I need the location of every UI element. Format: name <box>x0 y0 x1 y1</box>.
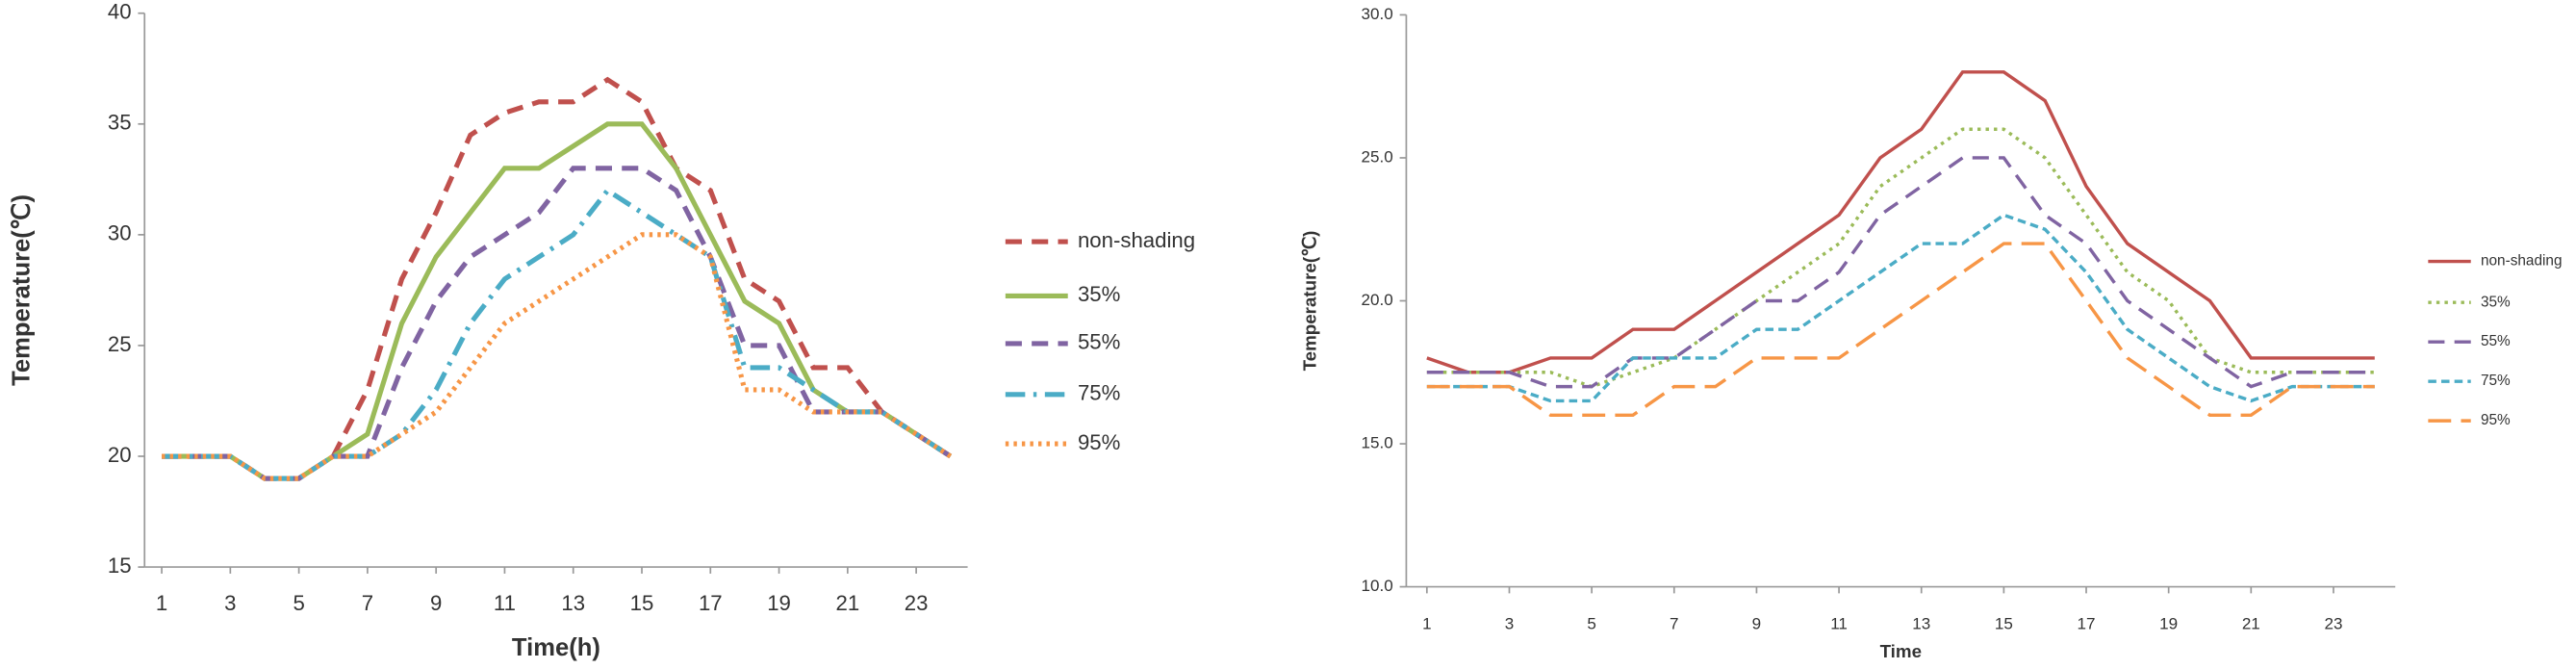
y-axis-title: Temperature(℃) <box>1299 231 1319 372</box>
x-tick-label: 13 <box>561 591 585 615</box>
x-tick-label: 17 <box>2078 614 2096 632</box>
series-line <box>162 187 953 481</box>
x-tick-label: 7 <box>1670 614 1679 632</box>
y-tick-label: 15 <box>108 553 132 578</box>
x-tick-label: 11 <box>1830 614 1848 632</box>
y-tick-label: 35 <box>108 111 132 135</box>
x-axis-title: Time(h) <box>512 634 600 661</box>
x-tick-label: 5 <box>1587 614 1596 632</box>
legend-label: 95% <box>1078 430 1120 454</box>
legend-label: 75% <box>1078 381 1120 405</box>
x-tick-label: 19 <box>767 591 791 615</box>
series-line <box>162 232 953 481</box>
x-tick-label: 23 <box>905 591 929 615</box>
x-tick-label: 13 <box>1912 614 1930 632</box>
series-line <box>162 121 953 481</box>
x-tick-label: 3 <box>224 591 236 615</box>
x-tick-label: 19 <box>2159 614 2178 632</box>
x-tick-label: 1 <box>1422 614 1432 632</box>
y-tick-label: 25.0 <box>1362 147 1393 166</box>
y-tick-label: 30.0 <box>1362 5 1393 23</box>
legend-label: non-shading <box>1078 228 1195 252</box>
series-line <box>162 76 953 481</box>
x-tick-label: 7 <box>362 591 373 615</box>
y-axis-title: Temperature(℃) <box>9 194 36 386</box>
x-tick-label: 17 <box>699 591 723 615</box>
series-line <box>162 166 953 481</box>
y-tick-label: 15.0 <box>1362 434 1393 452</box>
y-tick-label: 20 <box>108 443 132 467</box>
x-tick-label: 21 <box>2242 614 2260 632</box>
x-axis-title: Time <box>1880 641 1922 661</box>
legend-label: 55% <box>2481 333 2511 349</box>
series-line <box>1426 127 2375 389</box>
x-tick-label: 9 <box>1752 614 1762 632</box>
x-tick-label: 15 <box>630 591 654 615</box>
legend-label: 35% <box>2481 294 2511 310</box>
legend-label: 35% <box>1078 282 1120 306</box>
x-tick-label: 23 <box>2324 614 2342 632</box>
x-tick-label: 1 <box>156 591 167 615</box>
y-tick-label: 40 <box>108 0 132 24</box>
x-tick-label: 15 <box>1995 614 2013 632</box>
y-tick-label: 20.0 <box>1362 291 1393 309</box>
y-tick-label: 30 <box>108 221 132 245</box>
x-tick-label: 21 <box>836 591 860 615</box>
legend-label: non-shading <box>2481 253 2563 270</box>
x-tick-label: 11 <box>494 591 516 615</box>
x-tick-label: 5 <box>293 591 304 615</box>
y-tick-label: 10.0 <box>1362 577 1393 595</box>
legend-label: 95% <box>2481 412 2511 428</box>
series-line <box>1426 242 2375 418</box>
legend-label: 55% <box>1078 330 1120 354</box>
series-line <box>1426 156 2375 389</box>
x-tick-label: 9 <box>430 591 442 615</box>
legend-label: 75% <box>2481 373 2511 389</box>
x-tick-label: 3 <box>1505 614 1515 632</box>
y-tick-label: 25 <box>108 332 132 356</box>
series-line <box>1426 213 2375 403</box>
series-line <box>1426 70 2375 374</box>
